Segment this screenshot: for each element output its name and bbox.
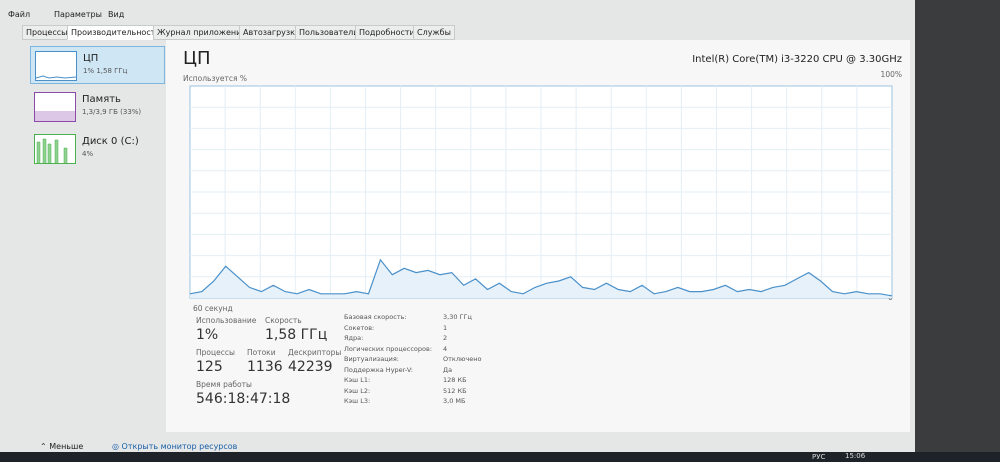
clock[interactable]: 15:06 (845, 452, 866, 460)
graph-label: Используется % (183, 74, 247, 83)
sidebar-detail: 1,3/3,9 ГБ (33%) (82, 108, 142, 116)
detail-label: Кэш L1: (344, 376, 371, 384)
detail-label: Сокетов: (344, 323, 375, 332)
thumb-frame (35, 51, 77, 81)
sidebar-name: Диск 0 (C:) (82, 136, 139, 147)
thumb-fill (35, 111, 75, 121)
stat-label: Процессы (196, 348, 235, 357)
detail-label: Логических процессоров: (344, 344, 433, 353)
sidebar-item[interactable]: ЦП 1% 1,58 ГГц (30, 46, 165, 84)
detail-value: 1 (443, 323, 448, 332)
thumbnail (34, 92, 76, 122)
panel-title: ЦП (183, 48, 211, 69)
thumb-line (35, 75, 77, 79)
cpu-panel: ЦП Intel(R) Core(TM) i3-3220 CPU @ 3.30G… (166, 40, 910, 432)
detail-label: Виртуализация: (344, 355, 399, 363)
thumbnail (35, 51, 77, 81)
detail-label: Кэш L2: (344, 386, 371, 395)
less-button[interactable]: ⌃ Меньше (40, 442, 84, 451)
stat-label: Использование (196, 316, 257, 325)
detail-value: 3,0 МБ (443, 397, 466, 405)
sidebar-item[interactable]: Память 1,3/3,9 ГБ (33%) (30, 88, 165, 126)
graph-max: 100% (880, 70, 902, 79)
tab[interactable]: Службы (413, 25, 455, 40)
detail-value: 128 КБ (443, 376, 467, 384)
tab[interactable]: Журнал приложений (153, 25, 251, 40)
cpu-name: Intel(R) Core(TM) i3-3220 CPU @ 3.30GHz (692, 54, 902, 65)
tab[interactable]: Производительность (67, 25, 165, 40)
resource-monitor-text: Открыть монитор ресурсов (121, 442, 238, 451)
menu-item[interactable]: Файл (8, 10, 31, 19)
stat-value: 125 (196, 359, 223, 375)
tab[interactable]: Автозагрузка (239, 25, 304, 40)
sidebar-detail: 1% 1,58 ГГц (83, 67, 128, 75)
less-text: Меньше (49, 442, 84, 451)
tab[interactable]: Пользователи (295, 25, 363, 40)
language[interactable]: РУС (812, 453, 826, 461)
taskbar: РУС 15:06 (0, 452, 1000, 462)
detail-value: 512 КБ (443, 386, 467, 395)
detail-value: Отключено (443, 355, 482, 363)
stat-value: 1,58 ГГц (265, 327, 328, 343)
detail-label: Поддержка Hyper-V: (344, 365, 413, 374)
stat-value: 546:18:47:18 (196, 391, 291, 407)
usage-line (189, 258, 893, 297)
tab[interactable]: Подробности (355, 25, 419, 40)
stat-label: Время работы (196, 380, 252, 389)
thumbnail (34, 134, 76, 164)
sidebar-detail: 4% (82, 150, 94, 158)
sidebar-item[interactable]: Диск 0 (C:) 4% (30, 130, 165, 168)
detail-label: Ядра: (344, 334, 364, 342)
stat-label: Скорость (265, 316, 302, 325)
stat-value: 42239 (288, 359, 333, 375)
tab[interactable]: Процессы (22, 25, 72, 40)
stat-label: Потоки (247, 348, 276, 357)
detail-value: 4 (443, 344, 448, 353)
detail-value: Да (443, 365, 453, 374)
stat-value: 1% (196, 327, 219, 343)
task-manager-window: Файл Параметры Вид Процессы Производительно… (0, 0, 915, 452)
sidebar-name: Память (82, 94, 121, 105)
detail-value: 3,30 ГГц (443, 313, 472, 321)
cpu-graph (189, 85, 893, 299)
detail-label: Кэш L3: (344, 397, 371, 405)
menu-item[interactable]: Вид (108, 10, 125, 19)
resource-monitor-link[interactable]: ◎ Открыть монитор ресурсов (112, 442, 238, 451)
detail-label: Базовая скорость: (344, 313, 407, 321)
sidebar-name: ЦП (83, 53, 99, 64)
thumb-bars (36, 138, 68, 163)
stat-value: 1136 (247, 359, 283, 375)
graph-time: 60 секунд (193, 304, 233, 313)
stat-label: Дескрипторы (288, 348, 342, 357)
detail-value: 2 (443, 334, 448, 342)
menu-item[interactable]: Параметры (54, 10, 102, 19)
